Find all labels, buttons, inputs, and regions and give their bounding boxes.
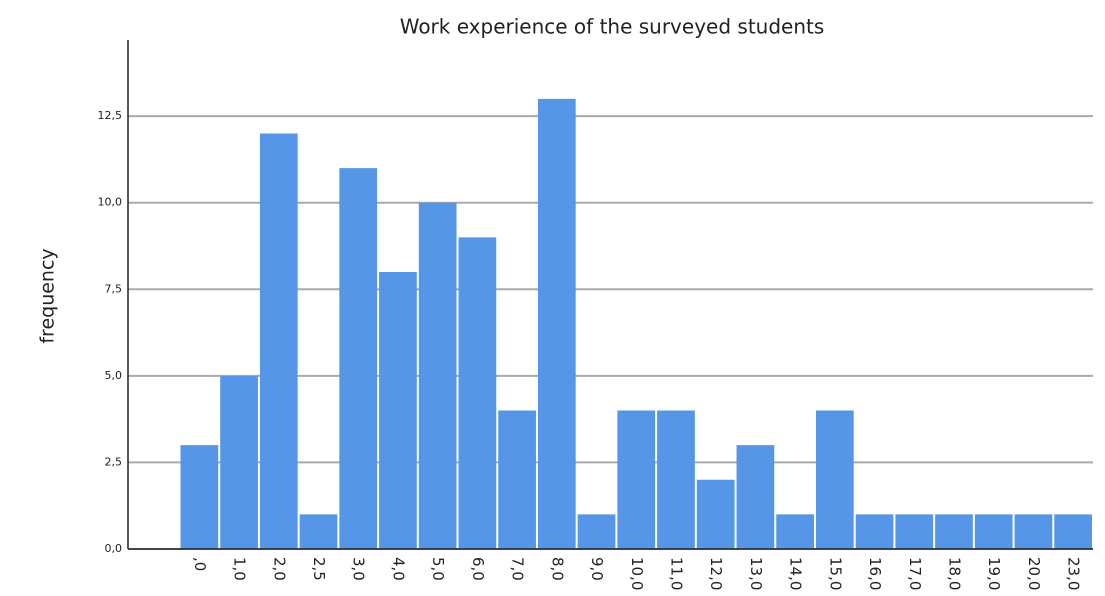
bar bbox=[498, 410, 536, 549]
x-tick-label: 7,0 bbox=[509, 557, 527, 581]
bar bbox=[577, 514, 616, 549]
chart-title: Work experience of the surveyed students bbox=[400, 15, 825, 39]
y-tick-label: 10,0 bbox=[98, 196, 123, 209]
bar bbox=[617, 410, 656, 549]
x-tick-label: 13,0 bbox=[747, 557, 765, 590]
bar bbox=[299, 514, 338, 549]
x-tick-label: 16,0 bbox=[866, 557, 884, 590]
bar bbox=[1014, 514, 1053, 549]
x-tick-label: 11,0 bbox=[667, 557, 685, 590]
bar bbox=[418, 202, 457, 549]
y-tick-label: 0,0 bbox=[105, 542, 123, 555]
x-tick-label: 10,0 bbox=[628, 557, 646, 590]
x-tick-label: 2,0 bbox=[270, 557, 288, 581]
bar bbox=[935, 514, 973, 549]
x-tick-label: 12,0 bbox=[707, 557, 725, 590]
bar bbox=[339, 168, 378, 549]
bar bbox=[657, 410, 695, 549]
bar bbox=[379, 271, 417, 549]
x-tick-label: 14,0 bbox=[787, 557, 805, 590]
bar bbox=[895, 514, 934, 549]
y-tick-label: 5,0 bbox=[105, 369, 123, 382]
x-tick-label: 9,0 bbox=[588, 557, 606, 581]
bar bbox=[180, 445, 219, 549]
x-tick-label: 2,5 bbox=[310, 557, 328, 581]
bar bbox=[974, 514, 1013, 549]
bar bbox=[776, 514, 814, 549]
y-tick-label: 7,5 bbox=[105, 282, 123, 295]
x-tick-label: 4,0 bbox=[389, 557, 407, 581]
x-tick-label: 20,0 bbox=[1025, 557, 1043, 590]
x-tick-label: 3,0 bbox=[350, 557, 368, 581]
x-tick-label: 6,0 bbox=[469, 557, 487, 581]
y-axis-label: frequency bbox=[37, 248, 59, 343]
x-tick-label: 19,0 bbox=[985, 557, 1003, 590]
bar bbox=[855, 514, 894, 549]
y-tick-label: 12,5 bbox=[98, 109, 123, 122]
bar bbox=[537, 98, 576, 549]
x-tick-label: 1,0 bbox=[231, 557, 249, 581]
bar bbox=[458, 237, 497, 549]
x-tick-label: 17,0 bbox=[906, 557, 924, 590]
x-tick-label: 5,0 bbox=[429, 557, 447, 581]
x-tick-label: ,0 bbox=[191, 557, 209, 571]
x-tick-label: 23,0 bbox=[1065, 557, 1083, 590]
x-tick-label: 8,0 bbox=[548, 557, 566, 581]
bar bbox=[1054, 514, 1092, 549]
bar bbox=[259, 133, 298, 549]
bar bbox=[736, 445, 775, 549]
x-tick-label: 15,0 bbox=[826, 557, 844, 590]
x-tick-label: 18,0 bbox=[945, 557, 963, 590]
y-tick-label: 2,5 bbox=[105, 455, 123, 468]
bar bbox=[696, 479, 735, 549]
bar bbox=[220, 375, 258, 549]
bar bbox=[815, 410, 854, 549]
